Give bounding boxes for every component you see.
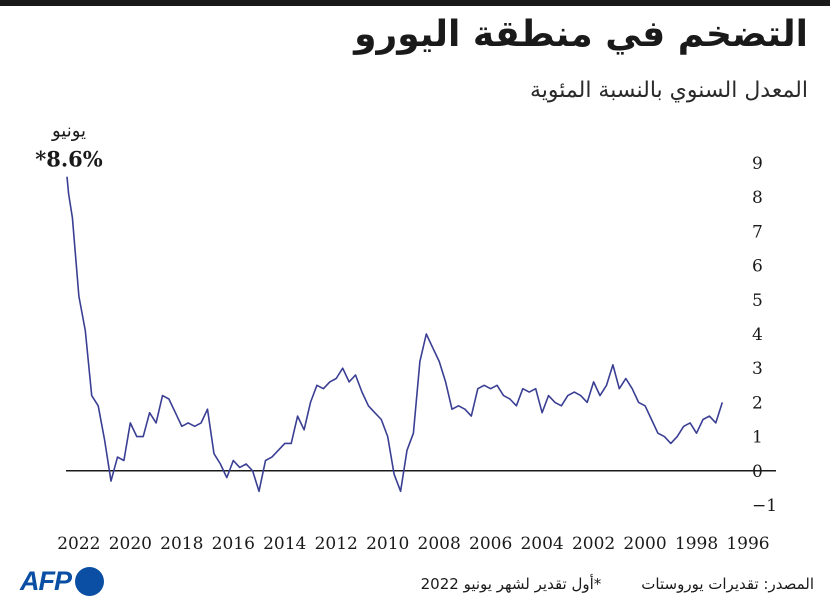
x-tick-label: 1998 <box>675 534 718 554</box>
x-tick-label: 2022 <box>57 534 100 554</box>
x-tick-label: 2020 <box>109 534 152 554</box>
y-tick-label: 0 <box>752 462 763 482</box>
source-credit: المصدر: تقديرات يوروستات <box>641 575 814 593</box>
annotation-peak-value: *8.6% <box>35 147 103 172</box>
y-tick-label: 2 <box>752 393 763 413</box>
chart-subtitle: المعدل السنوي بالنسبة المئوية <box>529 78 808 103</box>
y-tick-label: 9 <box>752 154 763 174</box>
afp-logo-dot-icon <box>75 567 104 596</box>
y-tick-label: 4 <box>752 325 763 345</box>
x-tick-label: 2006 <box>469 534 512 554</box>
x-tick-label: 2016 <box>212 534 255 554</box>
x-tick-label: 1996 <box>726 534 769 554</box>
y-tick-label: 8 <box>752 188 763 208</box>
footnote: *أول تقدير لشهر يونيو 2022 <box>420 575 602 593</box>
y-tick-label: 3 <box>752 359 763 379</box>
y-tick-label: 6 <box>752 257 763 277</box>
top-bar <box>0 0 830 6</box>
x-tick-label: 2012 <box>315 534 358 554</box>
x-tick-label: 2002 <box>572 534 615 554</box>
y-tick-label: −1 <box>752 496 777 516</box>
chart-title: التضخم في منطقة اليورو <box>354 14 808 55</box>
x-tick-label: 2018 <box>160 534 203 554</box>
afp-logo-text: AFP <box>20 566 72 596</box>
inflation-chart: 9 8 7 6 5 4 3 2 1 0 −1 2022 2020 2018 2016 2014 2012 201… <box>35 121 777 554</box>
x-tick-label: 2008 <box>418 534 461 554</box>
y-tick-label: 1 <box>752 428 763 448</box>
x-tick-label: 2014 <box>263 534 306 554</box>
y-axis-ticks: 9 8 7 6 5 4 3 2 1 0 −1 <box>752 154 777 516</box>
y-tick-label: 7 <box>752 222 763 242</box>
annotation-month-label: يونيو <box>51 121 86 142</box>
afp-logo: AFP <box>20 566 104 597</box>
x-tick-label: 2004 <box>520 534 563 554</box>
source-line: المصدر: تقديرات يوروستات *أول تقدير لشهر … <box>421 575 814 593</box>
x-axis-ticks: 2022 2020 2018 2016 2014 2012 2010 2008 2006 2004… <box>57 534 769 554</box>
x-tick-label: 2010 <box>366 534 409 554</box>
x-tick-label: 2000 <box>623 534 666 554</box>
inflation-series-line <box>66 176 724 493</box>
y-tick-label: 5 <box>752 291 763 311</box>
